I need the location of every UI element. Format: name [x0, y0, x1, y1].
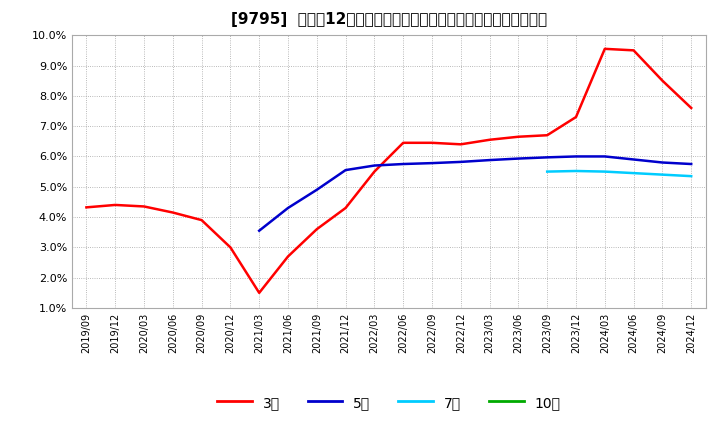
- 3年: [543, 132, 552, 138]
- 5年: [485, 158, 494, 163]
- 5年: [687, 161, 696, 167]
- 3年: [629, 48, 638, 53]
- 3年: [485, 137, 494, 143]
- 5年: [255, 228, 264, 233]
- 7年: [629, 170, 638, 176]
- Legend: 3年, 5年, 7年, 10年: 3年, 5年, 7年, 10年: [211, 390, 567, 416]
- 3年: [658, 78, 667, 83]
- 5年: [284, 205, 292, 211]
- 3年: [399, 140, 408, 146]
- Line: 3年: 3年: [86, 49, 691, 293]
- Line: 7年: 7年: [547, 171, 691, 176]
- 7年: [658, 172, 667, 177]
- 5年: [399, 161, 408, 167]
- 5年: [600, 154, 609, 159]
- 7年: [600, 169, 609, 174]
- 3年: [428, 140, 436, 146]
- 3年: [687, 105, 696, 110]
- 5年: [456, 159, 465, 165]
- 3年: [168, 210, 177, 215]
- 3年: [284, 254, 292, 259]
- 3年: [82, 205, 91, 210]
- 3年: [514, 134, 523, 139]
- 3年: [572, 114, 580, 120]
- 5年: [312, 187, 321, 192]
- 5年: [370, 163, 379, 168]
- 5年: [629, 157, 638, 162]
- 5年: [341, 168, 350, 173]
- 3年: [370, 169, 379, 174]
- 5年: [428, 161, 436, 166]
- 3年: [111, 202, 120, 208]
- 3年: [140, 204, 148, 209]
- 3年: [312, 227, 321, 232]
- Title: [9795]  売上高12か月移動合計の対前年同期増減率の平均値の推移: [9795] 売上高12か月移動合計の対前年同期増減率の平均値の推移: [230, 12, 547, 27]
- 5年: [543, 155, 552, 160]
- 7年: [543, 169, 552, 174]
- 3年: [255, 290, 264, 296]
- Line: 5年: 5年: [259, 157, 691, 231]
- 5年: [658, 160, 667, 165]
- 3年: [197, 217, 206, 223]
- 7年: [572, 169, 580, 174]
- 5年: [514, 156, 523, 161]
- 3年: [341, 205, 350, 211]
- 3年: [456, 142, 465, 147]
- 3年: [600, 46, 609, 51]
- 5年: [572, 154, 580, 159]
- 3年: [226, 245, 235, 250]
- 7年: [687, 173, 696, 179]
